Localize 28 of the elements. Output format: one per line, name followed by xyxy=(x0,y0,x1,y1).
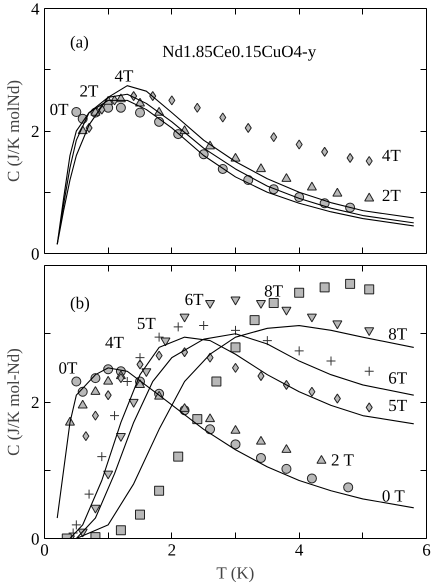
annotation: 4T xyxy=(382,146,402,165)
annotation: Nd1.85Ce0.15CuO4-y xyxy=(162,42,317,61)
annotation: 8T xyxy=(388,324,408,344)
annotation: (a) xyxy=(70,32,89,52)
annotation: 0 T xyxy=(382,486,406,506)
annotation: 6T xyxy=(184,290,204,310)
annotation: 8T xyxy=(264,281,284,300)
x-tick-label: 4 xyxy=(294,540,304,560)
annotation: 5T xyxy=(388,396,408,415)
x-tick-label: 2 xyxy=(168,540,176,560)
annotation: 0T xyxy=(50,100,70,120)
annotation: 4T xyxy=(114,66,134,86)
y-tick-label: 0 xyxy=(31,244,40,264)
y-axis-title: C (J/K molNd) xyxy=(4,80,23,182)
annotation: 4T xyxy=(104,333,124,352)
annotation: 0T xyxy=(58,358,78,378)
x-tick-label: 6 xyxy=(422,540,431,560)
annotation: 2 T xyxy=(331,450,354,470)
y-tick-label: 4 xyxy=(31,0,40,18)
annotation: 2T xyxy=(382,186,402,205)
y-tick-label: 2 xyxy=(31,393,40,412)
y-tick-label: 2 xyxy=(31,122,40,141)
annotation: 6T xyxy=(388,368,408,388)
annotation: 2T xyxy=(80,82,100,101)
annotation: (b) xyxy=(70,294,90,313)
annotation: 5T xyxy=(136,314,156,334)
x-axis-title: T (K) xyxy=(216,564,254,582)
y-axis-title: C (J/K mol-Nd) xyxy=(4,348,23,456)
